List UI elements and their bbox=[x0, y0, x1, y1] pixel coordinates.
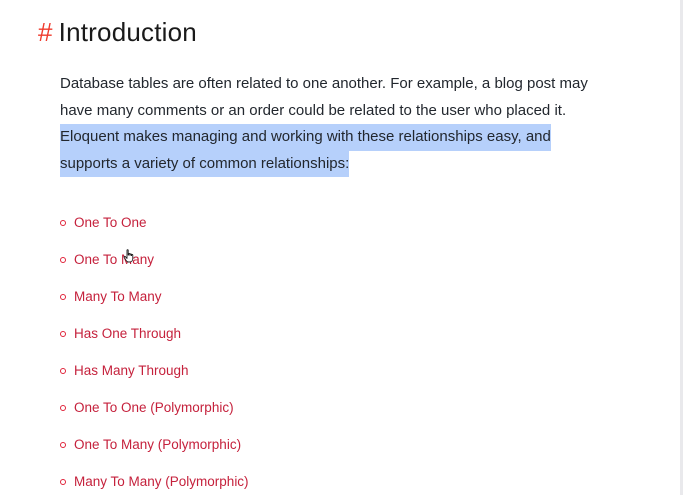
relationship-link-one-to-many[interactable]: One To Many bbox=[74, 252, 155, 267]
circle-bullet-icon bbox=[60, 330, 66, 337]
relationship-link-many-to-many[interactable]: Many To Many bbox=[74, 289, 162, 304]
intro-line: have many comments or an order could be … bbox=[60, 101, 567, 119]
relationship-link-many-to-many-polymorphic[interactable]: Many To Many (Polymorphic) bbox=[74, 474, 249, 489]
scrollbar-track[interactable] bbox=[680, 0, 683, 495]
list-item: One To Many (Polymorphic) bbox=[60, 426, 249, 463]
relationship-link-has-one-through[interactable]: Has One Through bbox=[74, 326, 182, 341]
circle-bullet-icon bbox=[60, 293, 66, 300]
relationship-link-one-to-one-polymorphic[interactable]: One To One (Polymorphic) bbox=[74, 400, 234, 415]
page-title: # Introduction bbox=[38, 12, 197, 52]
relationships-list: One To One One To Many Many To Many Has … bbox=[60, 204, 249, 495]
circle-bullet-icon bbox=[60, 219, 66, 226]
relationship-link-one-to-one[interactable]: One To One bbox=[74, 215, 147, 230]
list-item: Many To Many (Polymorphic) bbox=[60, 463, 249, 495]
list-item: Many To Many bbox=[60, 278, 249, 315]
list-item: Has One Through bbox=[60, 315, 249, 352]
hand-pointer-icon bbox=[123, 249, 134, 263]
list-item: One To One bbox=[60, 204, 249, 241]
circle-bullet-icon bbox=[60, 256, 66, 263]
page-title-text: Introduction bbox=[58, 16, 197, 47]
list-item: One To Many bbox=[60, 241, 249, 278]
selected-text-line: Eloquent makes managing and working with… bbox=[60, 124, 660, 151]
selected-text: Eloquent makes managing and working with… bbox=[60, 124, 551, 151]
circle-bullet-icon bbox=[60, 441, 66, 448]
intro-paragraph: Database tables are often related to one… bbox=[60, 71, 660, 177]
anchor-hash-link[interactable]: # bbox=[38, 16, 53, 47]
list-item: Has Many Through bbox=[60, 352, 249, 389]
selected-text-line: supports a variety of common relationshi… bbox=[60, 150, 660, 177]
intro-line: Database tables are often related to one… bbox=[60, 75, 588, 92]
circle-bullet-icon bbox=[60, 404, 66, 411]
selected-text: supports a variety of common relationshi… bbox=[60, 150, 350, 177]
list-item: One To One (Polymorphic) bbox=[60, 389, 249, 426]
relationship-link-has-many-through[interactable]: Has Many Through bbox=[74, 363, 189, 378]
circle-bullet-icon bbox=[60, 367, 66, 374]
circle-bullet-icon bbox=[60, 478, 66, 485]
relationship-link-one-to-many-polymorphic[interactable]: One To Many (Polymorphic) bbox=[74, 437, 242, 452]
